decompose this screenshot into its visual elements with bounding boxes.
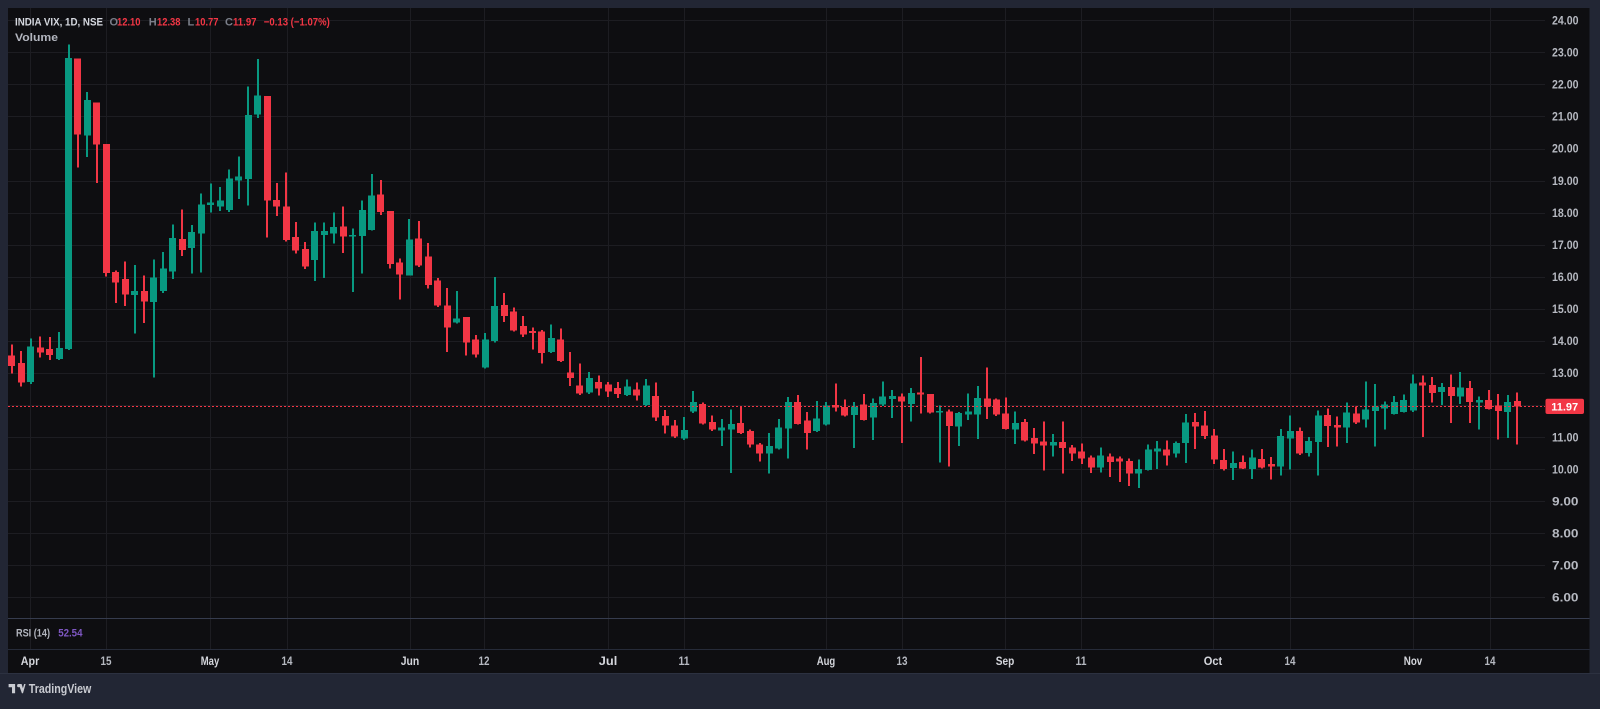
svg-text:11: 11	[1076, 654, 1087, 668]
svg-text:14: 14	[1285, 654, 1296, 668]
svg-text:13.00: 13.00	[1552, 366, 1579, 380]
svg-text:14: 14	[1485, 654, 1496, 668]
svg-text:INDIA VIX, 1D, NSE: INDIA VIX, 1D, NSE	[15, 16, 103, 28]
svg-text:12.10: 12.10	[117, 16, 141, 28]
svg-text:L: L	[188, 16, 195, 28]
svg-text:15.00: 15.00	[1552, 302, 1579, 316]
svg-text:11.97: 11.97	[1551, 401, 1578, 413]
svg-text:9.00: 9.00	[1552, 494, 1579, 508]
svg-text:May: May	[201, 654, 220, 668]
svg-text:RSI (14): RSI (14)	[16, 627, 50, 639]
svg-text:52.54: 52.54	[58, 627, 83, 639]
svg-text:TradingView: TradingView	[29, 681, 92, 696]
svg-text:−0.13 (−1.07%): −0.13 (−1.07%)	[264, 16, 330, 28]
svg-text:13: 13	[897, 654, 908, 668]
svg-text:10.77: 10.77	[195, 16, 219, 28]
svg-text:Apr: Apr	[21, 654, 40, 668]
svg-text:18.00: 18.00	[1552, 206, 1579, 220]
svg-text:11.00: 11.00	[1552, 430, 1579, 444]
svg-text:20.00: 20.00	[1552, 142, 1579, 156]
svg-text:6.00: 6.00	[1552, 591, 1579, 605]
svg-text:8.00: 8.00	[1552, 527, 1579, 541]
svg-text:23.00: 23.00	[1552, 46, 1579, 60]
svg-text:Oct: Oct	[1204, 654, 1223, 668]
svg-text:Nov: Nov	[1404, 654, 1423, 668]
svg-text:22.00: 22.00	[1552, 78, 1579, 92]
svg-text:Jun: Jun	[401, 654, 420, 668]
svg-text:24.00: 24.00	[1552, 14, 1579, 28]
svg-text:11.97: 11.97	[233, 16, 257, 28]
svg-text:Volume: Volume	[15, 32, 58, 44]
svg-text:11: 11	[679, 654, 690, 668]
svg-text:17.00: 17.00	[1552, 238, 1579, 252]
svg-text:15: 15	[101, 654, 112, 668]
svg-text:19.00: 19.00	[1552, 174, 1579, 188]
svg-text:14: 14	[282, 654, 293, 668]
svg-text:16.00: 16.00	[1552, 270, 1579, 284]
svg-text:Aug: Aug	[817, 654, 836, 668]
svg-text:7.00: 7.00	[1552, 559, 1579, 573]
svg-text:Sep: Sep	[996, 654, 1015, 668]
svg-text:Jul: Jul	[599, 654, 618, 668]
svg-text:14.00: 14.00	[1552, 334, 1579, 348]
svg-text:C: C	[225, 16, 233, 28]
svg-text:H: H	[149, 16, 157, 28]
svg-text:12: 12	[479, 654, 490, 668]
svg-text:O: O	[110, 16, 119, 28]
svg-text:12.38: 12.38	[157, 16, 181, 28]
svg-text:21.00: 21.00	[1552, 110, 1579, 124]
svg-text:10.00: 10.00	[1552, 462, 1579, 476]
